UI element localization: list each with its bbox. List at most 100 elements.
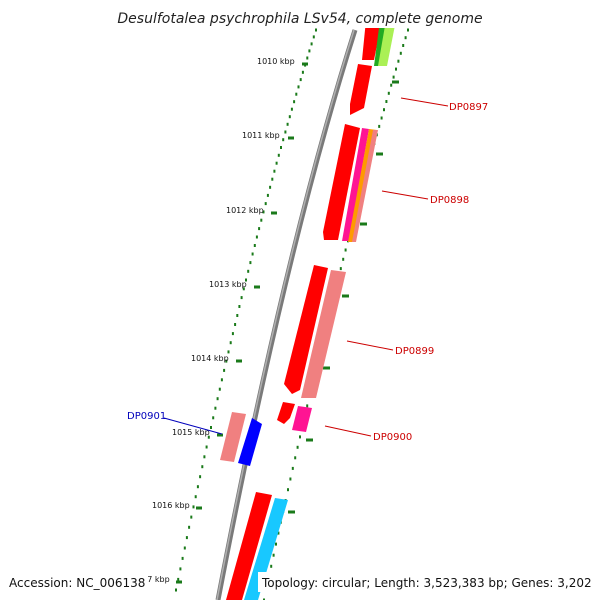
- scale-dot: [287, 488, 289, 492]
- scale-dot: [288, 115, 291, 119]
- scale-tick: [342, 294, 349, 298]
- scale-dot: [293, 100, 296, 104]
- scale-dot: [245, 278, 247, 282]
- scale-tick: [302, 62, 308, 66]
- scale-dot: [216, 397, 219, 401]
- gene-label-dp0900[interactable]: DP0900: [373, 432, 412, 443]
- scale-dot: [242, 287, 245, 291]
- scale-dot: [201, 465, 204, 469]
- scale-dot: [231, 332, 234, 336]
- scale-dot: [263, 598, 265, 600]
- scale-dot: [407, 28, 409, 32]
- scale-tick: [254, 285, 260, 289]
- scale-dot: [387, 91, 390, 95]
- gene-dp0898-magenta[interactable]: [342, 128, 369, 241]
- scale-dot: [395, 67, 397, 71]
- map-title: Desulfotalea psychrophila LSv54, complet…: [117, 11, 482, 27]
- gene-dp0901-blue[interactable]: [238, 418, 262, 466]
- scale-dot: [255, 235, 258, 239]
- scale-dot: [378, 124, 381, 128]
- scale-dot: [240, 296, 243, 300]
- scale-dot: [269, 185, 272, 189]
- scale-tick: [288, 136, 294, 140]
- scale-dot: [294, 456, 297, 460]
- scale-dot: [275, 161, 278, 165]
- scale-dot: [272, 553, 275, 557]
- scale-dot: [299, 435, 301, 439]
- scale-tick: [196, 506, 202, 510]
- gene-dp0900-magenta[interactable]: [292, 406, 312, 432]
- tick-label: 1016 kbp: [152, 501, 190, 510]
- scale-dot: [194, 495, 197, 499]
- gene-top-red[interactable]: [362, 20, 382, 60]
- gene-features: [220, 20, 396, 600]
- scale-dot: [380, 116, 383, 120]
- scale-dot: [175, 588, 177, 592]
- tick-label: 1012 kbp: [226, 206, 264, 215]
- map-contents: 1010 kbp 1011 kbp 1012 kbp 1013 kbp 1014…: [127, 20, 488, 600]
- scale-tick: [306, 438, 313, 442]
- gene-labels: DP0897 DP0898 DP0899 DP0900 DP0901: [127, 102, 488, 443]
- scale-dot: [289, 477, 292, 481]
- scale-dot: [273, 169, 276, 173]
- scale-dot: [342, 257, 345, 261]
- scale-dot: [190, 515, 193, 519]
- gene-label-dp0899[interactable]: DP0899: [395, 346, 434, 357]
- scale-dot: [312, 35, 315, 39]
- gene-top-lime[interactable]: [376, 20, 396, 66]
- gene-dp0897[interactable]: [323, 124, 360, 240]
- gene-dp0899-pink[interactable]: [301, 270, 346, 398]
- scale-dot: [301, 70, 304, 74]
- scale-dot: [179, 567, 182, 571]
- scale-dot: [205, 445, 208, 449]
- scale-dot: [277, 153, 280, 157]
- gene-bottom-cyan[interactable]: [244, 498, 288, 600]
- scale-tick: [236, 359, 242, 363]
- scale-dot: [218, 387, 221, 391]
- scale-dot: [249, 261, 252, 265]
- scale-dot: [385, 100, 388, 103]
- scale-dot: [234, 323, 237, 326]
- gene-top-green[interactable]: [374, 20, 386, 66]
- gene-label-dp0901[interactable]: DP0901: [127, 411, 166, 422]
- scale-dot: [399, 51, 402, 55]
- scale-dot: [177, 577, 180, 581]
- scale-dot: [392, 75, 395, 79]
- gene-label-dp0897[interactable]: DP0897: [449, 102, 488, 113]
- gene-dp0901-pink[interactable]: [220, 412, 246, 462]
- gene-label-dp0898[interactable]: DP0898: [430, 195, 469, 206]
- scale-dot: [297, 85, 300, 89]
- gene-top-red-2[interactable]: [350, 64, 372, 115]
- scale-dot: [310, 42, 313, 46]
- scale-dot: [196, 485, 199, 489]
- footer-summary: Topology: circular; Length: 3,523,383 bp…: [261, 576, 592, 590]
- scale-tick: [376, 152, 383, 156]
- tick-label: 1010 kbp: [257, 57, 295, 66]
- tick-label: 1017 kbp: [132, 575, 170, 584]
- gene-dp0899-red[interactable]: [284, 265, 328, 394]
- scale-dot: [262, 210, 265, 214]
- footer-summary-background: [258, 572, 594, 592]
- scale-dot: [210, 426, 212, 429]
- scale-dot: [214, 406, 217, 410]
- gene-dp0898-pink[interactable]: [352, 130, 378, 242]
- scale-dot: [185, 536, 188, 540]
- scale-dot: [286, 122, 289, 126]
- scale-dot: [277, 531, 280, 535]
- gene-dp0900-red[interactable]: [277, 402, 295, 424]
- scale-dot: [299, 78, 302, 82]
- scale-dot: [402, 44, 405, 47]
- scale-dot: [390, 83, 393, 87]
- tick-label: 1011 kbp: [242, 131, 280, 140]
- scale-dot: [315, 28, 317, 32]
- scale-tick: [288, 510, 295, 514]
- tick-label: 1015 kbp: [172, 428, 210, 437]
- scale-dot: [258, 227, 261, 231]
- gene-bottom-red[interactable]: [226, 492, 272, 600]
- scale-dot: [192, 505, 195, 509]
- scale-dot: [207, 435, 210, 439]
- genome-backbone: [215, 29, 358, 600]
- scale-dot: [220, 378, 223, 382]
- tick-label: 1013 kbp: [209, 280, 247, 289]
